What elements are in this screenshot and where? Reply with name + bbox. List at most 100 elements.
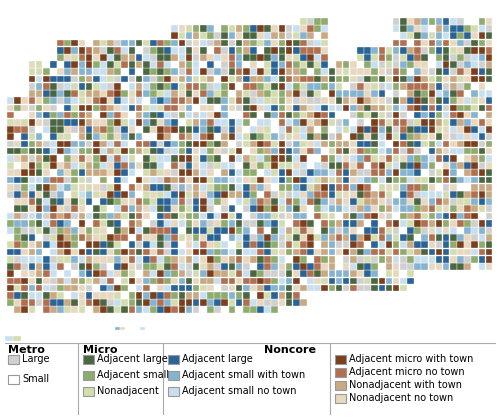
Bar <box>78 234 85 241</box>
Bar <box>150 76 156 83</box>
Bar <box>278 206 285 212</box>
Bar <box>250 141 256 147</box>
Bar <box>100 198 106 205</box>
Bar <box>478 191 485 198</box>
Bar <box>322 213 328 219</box>
Bar <box>7 112 14 118</box>
Bar <box>22 292 28 299</box>
Bar <box>107 162 114 169</box>
Bar <box>450 83 456 90</box>
Bar <box>228 241 235 248</box>
Bar <box>322 270 328 277</box>
Bar <box>264 191 271 198</box>
Text: Nonadjacent with town: Nonadjacent with town <box>349 380 462 390</box>
Bar <box>300 206 306 212</box>
Bar <box>57 61 64 68</box>
Bar <box>193 270 200 277</box>
Bar <box>336 126 342 133</box>
Bar <box>193 227 200 234</box>
Bar <box>386 112 392 118</box>
Bar <box>228 105 235 111</box>
Bar <box>393 169 400 176</box>
Bar <box>486 68 492 75</box>
Bar <box>43 133 50 140</box>
Bar <box>122 256 128 263</box>
Bar <box>436 18 442 25</box>
Bar <box>193 256 200 263</box>
Bar <box>464 119 471 126</box>
Bar <box>200 191 206 198</box>
Bar <box>386 191 392 198</box>
Bar <box>28 169 35 176</box>
Bar <box>414 227 421 234</box>
Bar <box>336 198 342 205</box>
Bar <box>378 68 385 75</box>
Bar <box>293 54 300 61</box>
Bar <box>307 76 314 83</box>
Bar <box>57 148 64 154</box>
Bar <box>200 40 206 46</box>
Bar <box>307 33 314 39</box>
Bar <box>286 177 292 183</box>
Bar <box>93 206 100 212</box>
Bar <box>157 241 164 248</box>
Bar <box>250 40 256 46</box>
Bar <box>222 206 228 212</box>
Bar <box>107 155 114 162</box>
Bar <box>293 47 300 53</box>
Bar <box>50 126 56 133</box>
Bar <box>186 105 192 111</box>
Bar <box>64 299 71 306</box>
Bar <box>328 184 335 191</box>
Bar <box>436 162 442 169</box>
Bar <box>350 198 356 205</box>
Bar <box>422 18 428 25</box>
Bar <box>243 25 250 32</box>
Bar <box>122 76 128 83</box>
Bar <box>328 112 335 118</box>
Bar <box>386 105 392 111</box>
Bar <box>228 148 235 154</box>
Bar <box>136 206 142 212</box>
Bar <box>486 119 492 126</box>
Bar <box>428 155 435 162</box>
Bar <box>128 90 135 97</box>
Bar <box>7 148 14 154</box>
Bar <box>214 141 221 147</box>
Bar <box>436 227 442 234</box>
Bar <box>207 285 214 291</box>
Bar <box>257 292 264 299</box>
Bar <box>86 256 92 263</box>
Bar <box>422 54 428 61</box>
Bar <box>93 249 100 255</box>
Bar <box>128 83 135 90</box>
Bar <box>322 256 328 263</box>
Bar <box>114 119 121 126</box>
Bar <box>143 68 150 75</box>
Bar <box>422 169 428 176</box>
Bar <box>472 162 478 169</box>
Bar <box>86 213 92 219</box>
Bar <box>22 278 28 284</box>
Bar <box>314 155 321 162</box>
Bar <box>328 191 335 198</box>
Bar <box>157 105 164 111</box>
Bar <box>143 105 150 111</box>
Bar <box>393 119 400 126</box>
Bar <box>86 234 92 241</box>
Bar <box>172 285 178 291</box>
Bar <box>107 184 114 191</box>
Bar <box>57 162 64 169</box>
Bar <box>164 256 171 263</box>
Bar <box>486 177 492 183</box>
Bar <box>357 184 364 191</box>
Bar <box>93 227 100 234</box>
Bar <box>150 191 156 198</box>
Bar <box>114 206 121 212</box>
Bar <box>228 90 235 97</box>
Bar <box>393 126 400 133</box>
Bar <box>72 105 78 111</box>
Bar <box>93 241 100 248</box>
Bar <box>200 198 206 205</box>
Bar <box>264 299 271 306</box>
